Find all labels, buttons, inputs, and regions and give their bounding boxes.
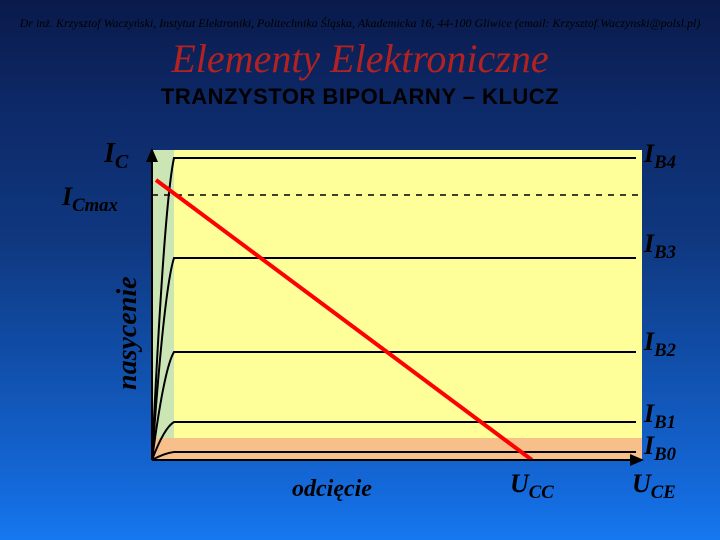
header-credits: Dr inż. Krzysztof Waczyński, Instytut El… bbox=[0, 0, 720, 31]
label-ib1: IB1 bbox=[643, 399, 676, 433]
label-uce: UCE bbox=[632, 469, 676, 503]
label-odciecie: odcięcie bbox=[292, 476, 372, 502]
label-nasycenie: nasycenie bbox=[112, 276, 143, 390]
label-ib3: IB3 bbox=[643, 229, 676, 263]
label-icmax: ICmax bbox=[61, 182, 118, 216]
label-ucc: UCC bbox=[510, 469, 554, 503]
cutoff-region bbox=[152, 438, 642, 460]
page-subtitle: TRANZYSTOR BIPOLARNY – KLUCZ bbox=[0, 84, 720, 110]
plot-background bbox=[152, 150, 642, 460]
page-title: Elementy Elektroniczne bbox=[0, 35, 720, 82]
label-ic: IC bbox=[103, 140, 129, 173]
label-ib2: IB2 bbox=[643, 327, 676, 361]
transistor-diagram: IC ICmax IB4 IB3 IB2 IB1IB0 UCC UCE nasycenie odc… bbox=[32, 140, 688, 520]
label-ib4: IB4 bbox=[643, 140, 676, 173]
label-ib0: IB0 bbox=[643, 431, 677, 465]
